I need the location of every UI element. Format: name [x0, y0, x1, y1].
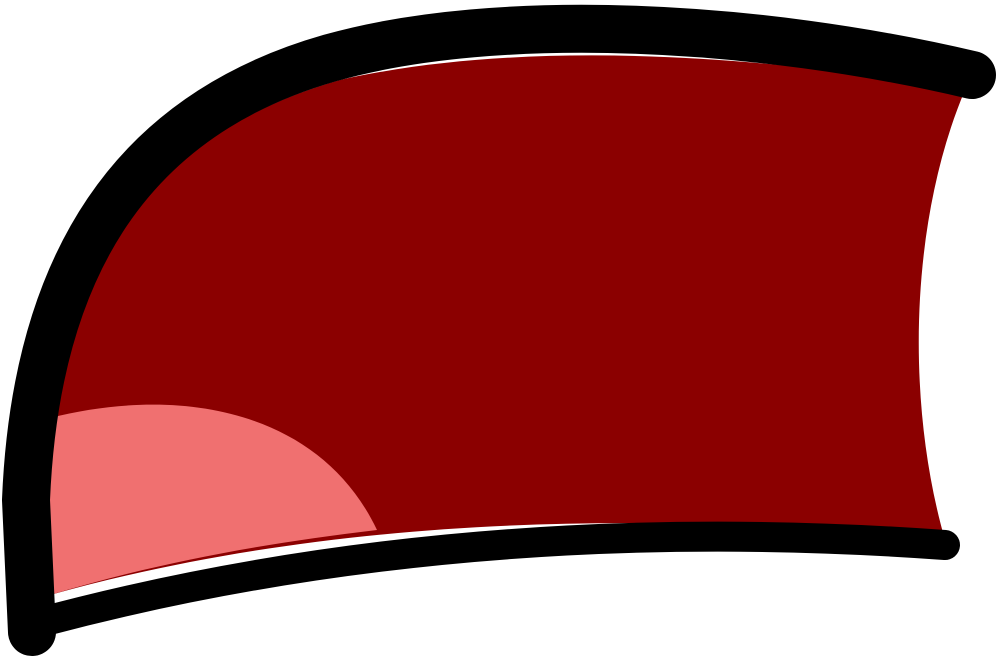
- upper-lip-outline: [2, 4, 996, 656]
- lower-lip-outline: [19, 521, 960, 639]
- tongue: [50, 404, 377, 595]
